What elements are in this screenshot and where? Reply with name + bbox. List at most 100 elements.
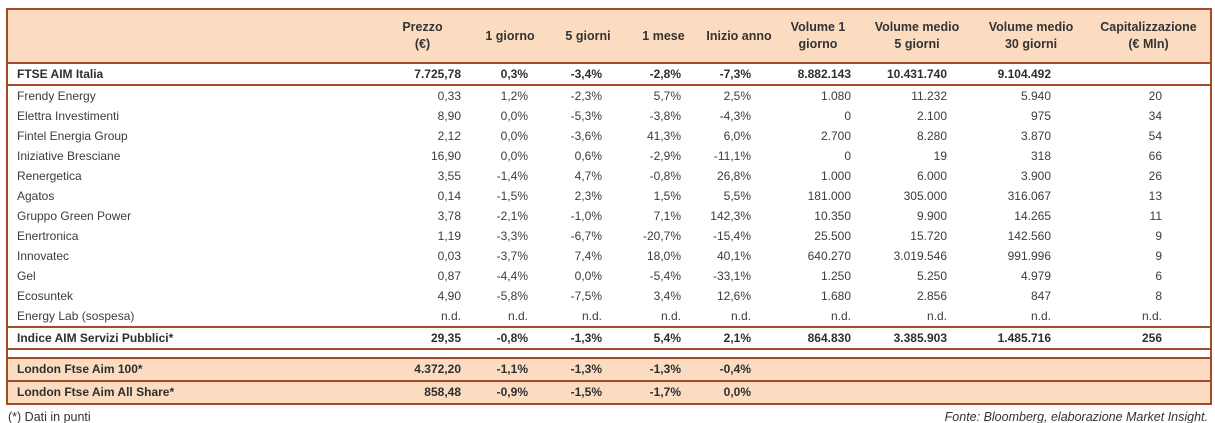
cell: n.d. <box>830 309 851 323</box>
cell: 142.560 <box>1007 229 1051 243</box>
cell: 12,6% <box>716 289 751 303</box>
cell: 25.500 <box>814 229 851 243</box>
cell: 8,90 <box>437 109 461 123</box>
cell: 256 <box>1087 326 1211 350</box>
cell: 864.830 <box>777 326 859 350</box>
cell: 9.104.492 <box>975 62 1087 86</box>
column-header: 1 mese <box>626 9 701 64</box>
cell: -1,0% <box>570 209 602 223</box>
cell: 305.000 <box>903 189 947 203</box>
cell: 66 <box>1148 149 1162 163</box>
cell: -11,1% <box>713 149 751 163</box>
cell: 0,33 <box>437 89 461 103</box>
cell: 1.000 <box>820 169 851 183</box>
table-row: Iniziative Bresciane 16,90 0,0% 0,6% -2,9% -1… <box>7 146 1211 166</box>
cell <box>859 380 975 404</box>
row-label: Indice AIM Servizi Pubblici* <box>7 326 375 350</box>
table-row: Agatos 0,14 -1,5% 2,3% 1,5% 5,5% 181.000 305.00… <box>7 186 1211 206</box>
cell: 318 <box>1030 149 1051 163</box>
cell: 34 <box>1148 109 1162 123</box>
cell: -1,3% <box>550 326 626 350</box>
cell: -3,4% <box>550 62 626 86</box>
points-note: (*) Dati in punti <box>8 410 91 423</box>
cell: 0 <box>844 109 851 123</box>
cell: 3.870 <box>1020 129 1051 143</box>
table-row: Gel 0,87 -4,4% 0,0% -5,4% -33,1% 1.250 5.250 4.9… <box>7 266 1211 286</box>
cell: n.d. <box>926 309 947 323</box>
cell: 5,7% <box>653 89 681 103</box>
cell: 10.431.740 <box>859 62 975 86</box>
cell <box>777 357 859 381</box>
row-label: Ecosuntek <box>17 289 74 303</box>
cell: 0,87 <box>437 269 461 283</box>
cell: 5.940 <box>1020 89 1051 103</box>
cell: 640.270 <box>807 249 851 263</box>
cell: -1,3% <box>626 357 701 381</box>
cell: 0 <box>844 149 851 163</box>
cell: -1,4% <box>496 169 528 183</box>
cell: 5,5% <box>723 189 751 203</box>
cell: 7.725,78 <box>375 62 470 86</box>
table-row: Renergetica 3,55 -1,4% 4,7% -0,8% 26,8% 1.000 6… <box>7 166 1211 186</box>
cell: -3,6% <box>570 129 602 143</box>
row-label: Energy Lab (sospesa) <box>17 309 135 323</box>
cell: 4.372,20 <box>375 357 470 381</box>
cell: -2,3% <box>570 89 602 103</box>
column-header: Capitalizzazione (€ Mln) <box>1087 9 1211 64</box>
cell: 2.100 <box>916 109 947 123</box>
cell: -2,8% <box>626 62 701 86</box>
cell: -4,3% <box>719 109 751 123</box>
cell: -0,4% <box>701 357 777 381</box>
cell: 0,0% <box>701 380 777 404</box>
cell: -1,7% <box>626 380 701 404</box>
cell: 41,3% <box>646 129 681 143</box>
source-note: Fonte: Bloomberg, elaborazione Market In… <box>944 410 1208 423</box>
cell: 975 <box>1030 109 1051 123</box>
cell: 11.232 <box>911 89 947 103</box>
cell: -15,4% <box>712 229 751 243</box>
cell: 9 <box>1155 249 1162 263</box>
cell: -6,7% <box>570 229 602 243</box>
table-row: FTSE AIM Italia 7.725,78 0,3% -3,4% -2,8% -7,… <box>7 62 1211 86</box>
cell: -3,8% <box>649 109 681 123</box>
column-header: Volume medio 30 giorni <box>975 9 1087 64</box>
cell: 26,8% <box>716 169 751 183</box>
cell: -7,3% <box>701 62 777 86</box>
cell <box>1087 62 1211 86</box>
table-row: Ecosuntek 4,90 -5,8% -7,5% 3,4% 12,6% 1.680 2.8… <box>7 286 1211 306</box>
row-label: Iniziative Bresciane <box>17 149 121 163</box>
cell: -1,1% <box>470 357 550 381</box>
cell: 0,0% <box>500 109 528 123</box>
cell <box>975 357 1087 381</box>
cell: 6,0% <box>723 129 751 143</box>
row-label: Gruppo Green Power <box>17 209 132 223</box>
cell: -1,5% <box>496 189 528 203</box>
cell: 1.680 <box>820 289 851 303</box>
table-row: Gruppo Green Power 3,78 -2,1% -1,0% 7,1% 142,… <box>7 206 1211 226</box>
row-label: Innovatec <box>17 249 70 263</box>
cell: 1.485.716 <box>975 326 1087 350</box>
cell: 40,1% <box>716 249 751 263</box>
table-row: Energy Lab (sospesa) n.d. n.d. n.d. n.d. n.d.… <box>7 306 1211 327</box>
column-header <box>7 9 375 64</box>
cell: n.d. <box>440 309 461 323</box>
cell: 14.265 <box>1014 209 1051 223</box>
cell: 181.000 <box>807 189 851 203</box>
cell: 16,90 <box>430 149 461 163</box>
cell: n.d. <box>660 309 681 323</box>
column-header: 5 giorni <box>550 9 626 64</box>
cell <box>1087 357 1211 381</box>
cell: 26 <box>1148 169 1162 183</box>
cell: 0,6% <box>574 149 602 163</box>
cell: 18,0% <box>646 249 681 263</box>
cell: 29,35 <box>375 326 470 350</box>
cell <box>1087 380 1211 404</box>
table-header: Prezzo (€) 1 giorno 5 giorni 1 mese Inizio a… <box>7 9 1211 64</box>
table-row: Indice AIM Servizi Pubblici* 29,35 -0,8% -1… <box>7 326 1211 350</box>
column-header: Inizio anno <box>701 9 777 64</box>
spacer-cell <box>7 349 1211 358</box>
cell: 11 <box>1149 209 1162 223</box>
cell: -33,1% <box>712 269 751 283</box>
cell: 5,4% <box>626 326 701 350</box>
